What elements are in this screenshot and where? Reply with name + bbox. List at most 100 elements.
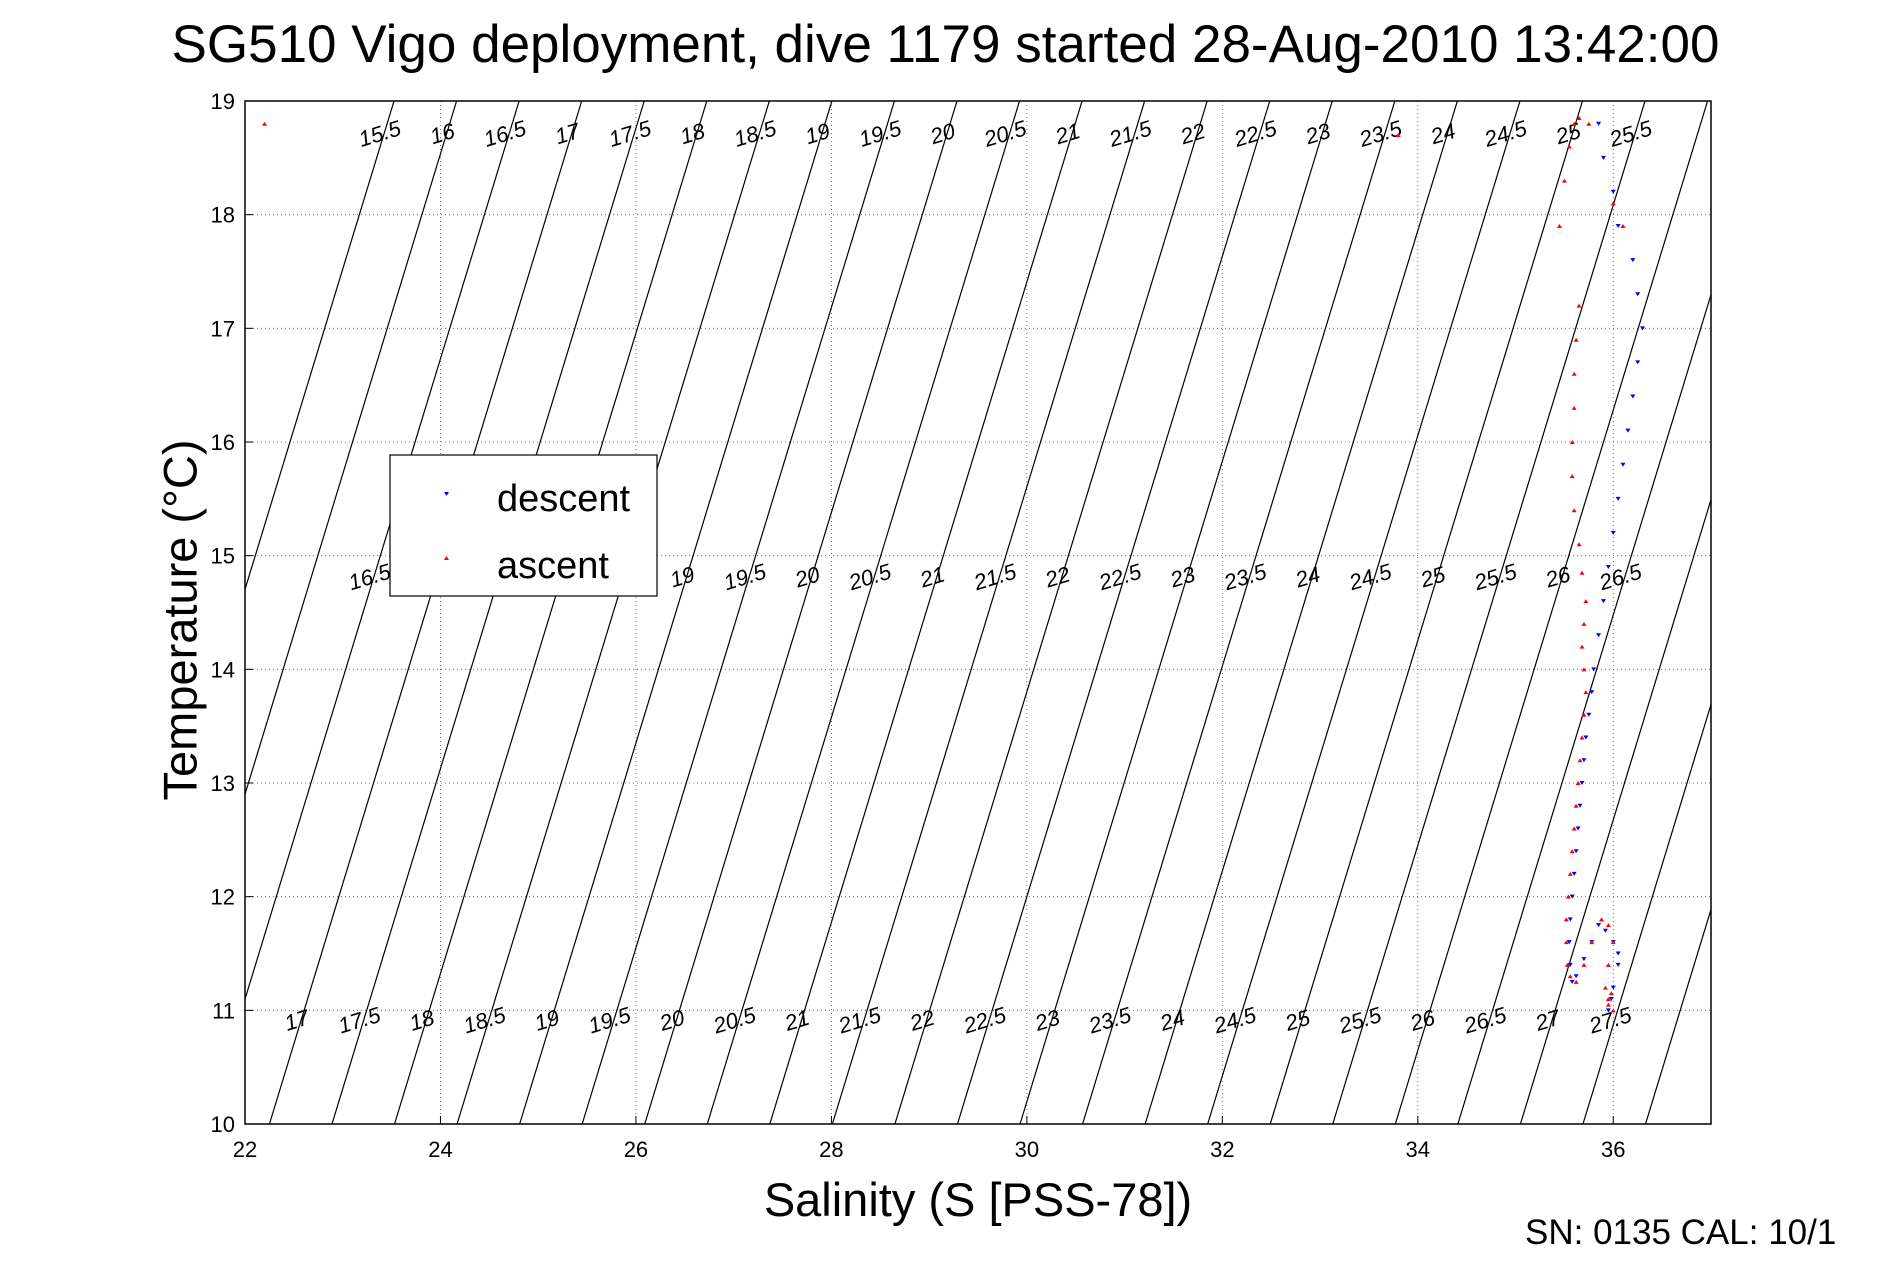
density-contour-label: 21.5 [1105, 115, 1155, 152]
density-isoline [1332, 101, 1646, 1124]
ascent-data-point [1565, 894, 1571, 899]
density-contour-label: 23.5 [1220, 558, 1270, 595]
descent-data-point [1596, 633, 1602, 638]
ascent-data-point [1566, 144, 1572, 149]
descent-data-point [1635, 292, 1641, 297]
descent-data-point [1581, 957, 1587, 962]
ascent-data-point [1581, 667, 1587, 672]
ascent-data-point [1569, 440, 1575, 444]
descent-data-point [1569, 979, 1575, 984]
density-contour-label: 18.5 [460, 1002, 509, 1039]
density-contour-label: 18 [677, 118, 708, 149]
ascent-data-point [1567, 974, 1573, 979]
density-isoline [245, 101, 395, 592]
density-contour-label: 17 [552, 118, 583, 149]
density-isoline [831, 101, 1146, 1124]
density-contour-label: 23.5 [1355, 115, 1405, 152]
ascent-data-point [1605, 996, 1611, 1001]
density-contour-label: 23 [1031, 1004, 1063, 1036]
density-contour-label: 22 [1041, 561, 1073, 592]
density-contour-label: 25 [1552, 118, 1584, 150]
descent-data-point [1610, 985, 1616, 990]
density-contour-label: 18 [406, 1004, 437, 1035]
density-contour-label: 24 [1156, 1005, 1188, 1036]
x-tick-label: 24 [428, 1137, 452, 1162]
density-isoline [706, 101, 1021, 1124]
density-contour-label: 15.5 [356, 115, 405, 152]
descent-data-point [1605, 1008, 1611, 1013]
density-contour-label: 22 [906, 1005, 938, 1036]
descent-data-point [1567, 962, 1573, 967]
legend-descent-marker [444, 492, 449, 496]
density-isoline [456, 101, 770, 1124]
ascent-data-point [1576, 303, 1582, 308]
chart-title: SG510 Vigo deployment, dive 1179 started… [171, 15, 1720, 74]
ascent-data-point [1581, 621, 1587, 626]
density-contour-label: 16.5 [345, 558, 394, 595]
x-tick-label: 36 [1601, 1137, 1625, 1162]
ascent-data-point [1605, 923, 1611, 928]
density-contour-label: 25.5 [1470, 558, 1520, 595]
ascent-data-point [1586, 121, 1592, 126]
density-contour-label: 25 [1281, 1004, 1313, 1036]
legend: descent ascent [389, 454, 658, 597]
y-tick-label: 16 [211, 430, 235, 455]
ascent-data-point [1571, 121, 1577, 126]
ascent-data-point [1602, 985, 1608, 990]
ascent-data-point [1577, 758, 1583, 763]
density-contour-label: 24.5 [1210, 1002, 1260, 1039]
density-contour-label: 20.5 [709, 1002, 759, 1039]
legend-ascent-label: ascent [497, 545, 609, 587]
density-contour-label: 26.5 [1460, 1002, 1510, 1039]
descent-data-point [1608, 996, 1614, 1001]
density-contour-label: 16 [427, 118, 458, 149]
descent-data-point [1571, 871, 1577, 876]
ascent-data-point [1581, 962, 1587, 967]
ascent-data-point [1581, 712, 1587, 717]
density-contour-label: 22.5 [960, 1002, 1010, 1039]
descent-data-point [1596, 923, 1602, 928]
y-tick-label: 12 [211, 885, 235, 910]
descent-data-point [1589, 690, 1595, 695]
descent-data-point [1640, 326, 1646, 331]
descent-data-point [1635, 360, 1641, 365]
density-contour-label: 20 [791, 561, 823, 593]
density-contour-label: 19.5 [856, 115, 905, 152]
x-tick-label: 22 [233, 1137, 257, 1162]
density-isoline [1582, 702, 1711, 1124]
density-isoline [894, 101, 1208, 1124]
density-contour-label: 24 [1427, 118, 1459, 149]
plot-frame [244, 100, 1712, 1125]
x-tick-label: 32 [1210, 1137, 1234, 1162]
ascent-data-point [1620, 224, 1626, 229]
density-isoline [519, 101, 833, 1124]
descent-data-point [1600, 599, 1606, 604]
density-contour-label: 23.5 [1085, 1002, 1135, 1039]
density-contour-label: 25.5 [1606, 115, 1656, 152]
descent-data-point [1591, 667, 1597, 672]
x-tick-label: 26 [624, 1137, 648, 1162]
density-contour-label: 26 [1406, 1004, 1438, 1036]
density-isoline [1394, 101, 1709, 1124]
y-tick-label: 10 [211, 1112, 235, 1137]
x-tick-label: 34 [1406, 1137, 1430, 1162]
descent-data-point [1610, 530, 1616, 535]
density-contour-label: 21 [916, 561, 948, 592]
ascent-data-point [1576, 542, 1582, 547]
y-axis-label: Temperature (°C) [153, 439, 207, 801]
descent-data-point [1615, 962, 1621, 967]
density-contour-label: 20 [656, 1004, 688, 1036]
descent-data-point [1610, 189, 1616, 194]
ascent-data-point [1599, 917, 1605, 922]
density-contour-label: 22 [1177, 118, 1209, 149]
density-contour-label: 27 [1531, 1004, 1563, 1036]
density-isoline [245, 101, 458, 797]
x-axis-label: Salinity (S [PSS-78]) [763, 1173, 1193, 1226]
ascent-data-point [1567, 871, 1573, 876]
density-isoline [1144, 101, 1458, 1124]
ascent-data-point [1589, 940, 1595, 945]
density-contour-layer [245, 101, 1711, 1124]
density-contour-label: 21.5 [835, 1002, 885, 1039]
ascent-data-point [1579, 735, 1585, 740]
